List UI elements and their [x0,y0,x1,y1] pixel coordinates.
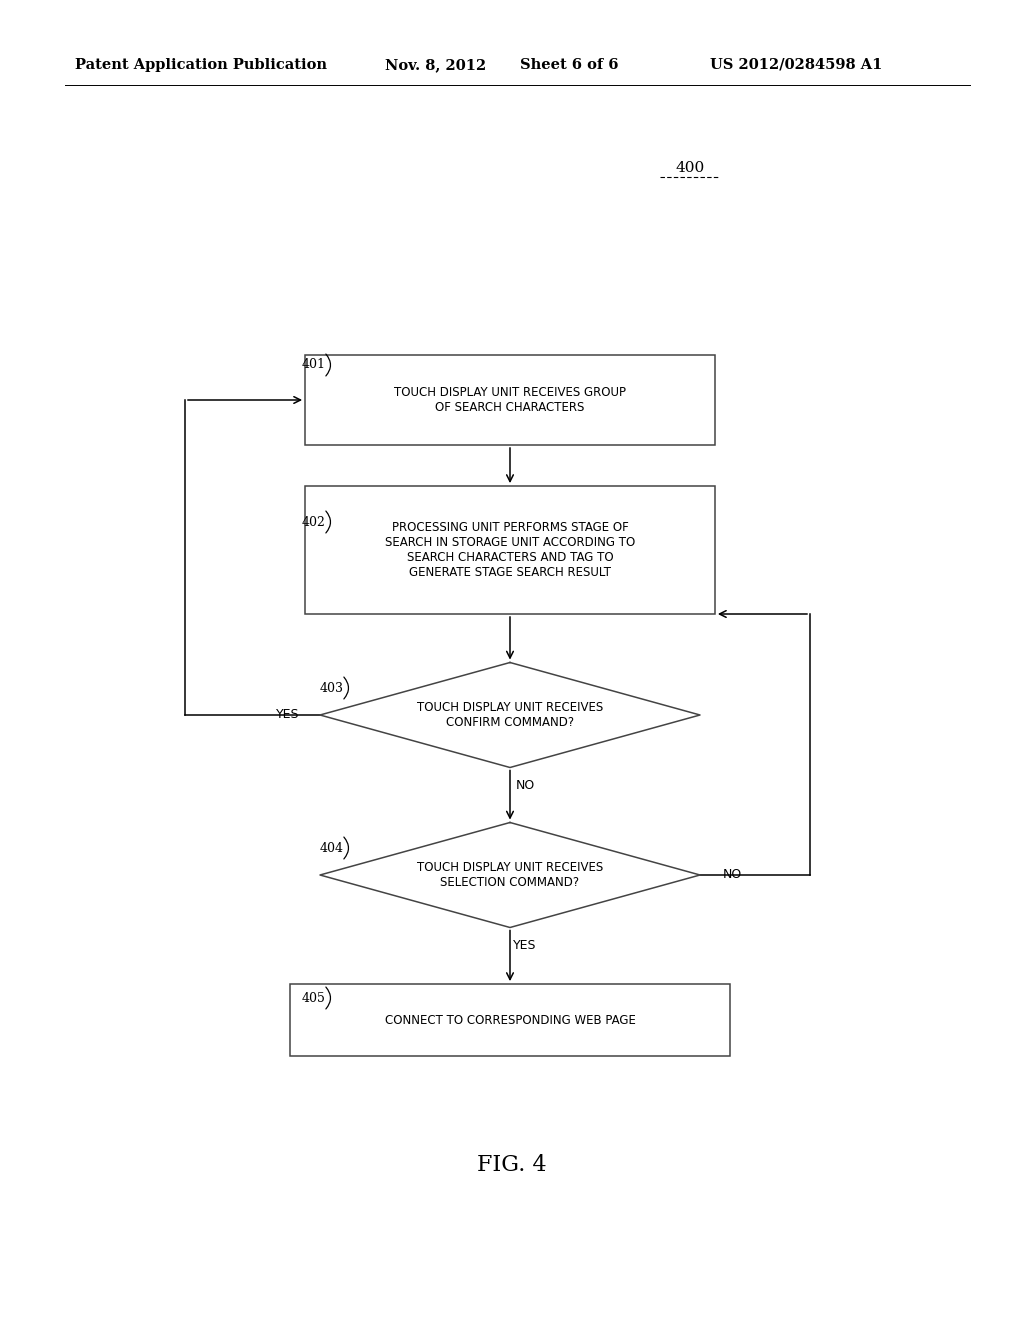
Text: PROCESSING UNIT PERFORMS STAGE OF
SEARCH IN STORAGE UNIT ACCORDING TO
SEARCH CHA: PROCESSING UNIT PERFORMS STAGE OF SEARCH… [385,521,635,579]
Text: Sheet 6 of 6: Sheet 6 of 6 [520,58,618,73]
Text: NO: NO [515,779,535,792]
FancyBboxPatch shape [305,355,715,445]
Text: 404: 404 [319,842,344,854]
Text: TOUCH DISPLAY UNIT RECEIVES
CONFIRM COMMAND?: TOUCH DISPLAY UNIT RECEIVES CONFIRM COMM… [417,701,603,729]
Text: 400: 400 [676,161,705,176]
Text: YES: YES [276,709,300,722]
Text: 402: 402 [302,516,326,528]
Text: FIG. 4: FIG. 4 [477,1154,547,1176]
Text: 401: 401 [302,359,326,371]
FancyBboxPatch shape [290,983,730,1056]
Text: YES: YES [513,939,537,952]
Text: Patent Application Publication: Patent Application Publication [75,58,327,73]
Text: 403: 403 [319,681,344,694]
FancyBboxPatch shape [305,486,715,614]
Text: CONNECT TO CORRESPONDING WEB PAGE: CONNECT TO CORRESPONDING WEB PAGE [385,1014,636,1027]
Text: US 2012/0284598 A1: US 2012/0284598 A1 [710,58,883,73]
Text: TOUCH DISPLAY UNIT RECEIVES
SELECTION COMMAND?: TOUCH DISPLAY UNIT RECEIVES SELECTION CO… [417,861,603,888]
Text: Nov. 8, 2012: Nov. 8, 2012 [385,58,486,73]
Text: 405: 405 [302,991,326,1005]
Text: TOUCH DISPLAY UNIT RECEIVES GROUP
OF SEARCH CHARACTERS: TOUCH DISPLAY UNIT RECEIVES GROUP OF SEA… [394,385,626,414]
Text: NO: NO [722,869,741,882]
